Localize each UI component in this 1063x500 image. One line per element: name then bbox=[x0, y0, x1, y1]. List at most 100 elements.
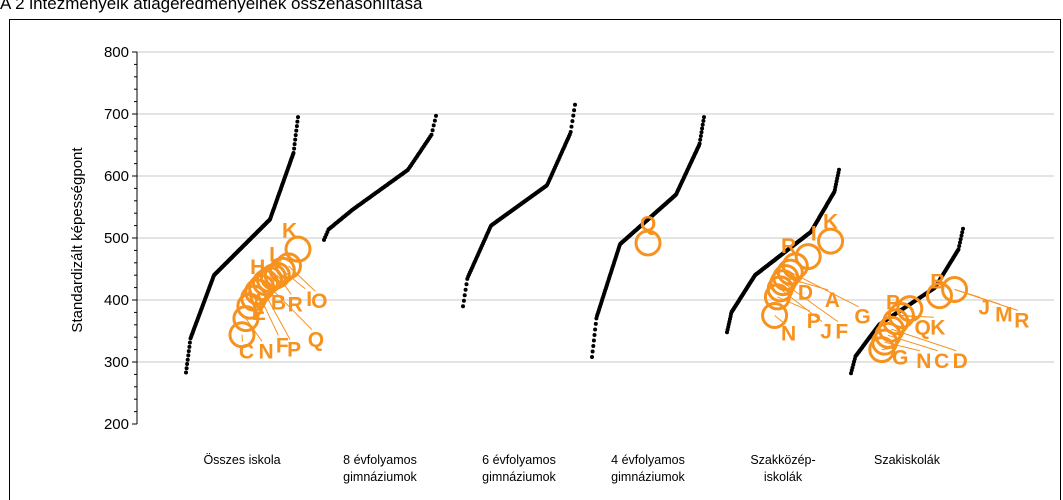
highlight-label: P bbox=[807, 310, 821, 333]
data-point bbox=[573, 102, 577, 107]
data-point bbox=[958, 237, 963, 242]
highlight-circle bbox=[887, 302, 915, 329]
y-tick-label: 300 bbox=[104, 354, 129, 371]
data-point bbox=[461, 304, 465, 309]
highlight-label: Q bbox=[915, 316, 931, 339]
category-label: gimnáziumok bbox=[611, 470, 685, 484]
data-point bbox=[568, 130, 573, 134]
data-point bbox=[184, 366, 189, 371]
category-label: 8 évfolyamos bbox=[343, 453, 417, 467]
highlight-label: N bbox=[916, 350, 931, 373]
highlight-label: E bbox=[252, 302, 266, 325]
data-point bbox=[431, 123, 436, 128]
category-label: Szakiskolák bbox=[874, 453, 941, 467]
highlight-label: J bbox=[820, 321, 832, 344]
highlight-label: P bbox=[287, 339, 301, 362]
highlight-label: R bbox=[288, 293, 303, 316]
category-label: 4 évfolyamos bbox=[611, 453, 685, 467]
data-point bbox=[291, 151, 296, 155]
highlight-label: K bbox=[930, 316, 945, 339]
data-point bbox=[700, 126, 705, 131]
data-point bbox=[960, 230, 965, 235]
y-tick-label: 500 bbox=[104, 230, 129, 247]
data-point bbox=[294, 128, 299, 133]
highlight-circles bbox=[228, 227, 969, 364]
highlight-circle bbox=[634, 229, 662, 257]
highlight-label: O bbox=[311, 290, 327, 313]
highlight-label: D bbox=[953, 350, 968, 373]
data-point bbox=[957, 244, 962, 248]
data-point bbox=[571, 113, 576, 118]
category-label: 6 évfolyamos bbox=[482, 453, 556, 467]
data-point bbox=[702, 115, 706, 120]
data-point bbox=[697, 141, 702, 146]
highlight-label: I bbox=[811, 223, 817, 246]
highlight-label: B bbox=[271, 291, 286, 314]
category-label: gimnáziumok bbox=[343, 470, 417, 484]
data-point bbox=[463, 287, 468, 292]
highlight-label: R bbox=[781, 235, 796, 258]
data-point bbox=[186, 349, 191, 354]
category-label: iskolák bbox=[764, 470, 803, 484]
page-title: A 2 intézményeik átlageredményeinek össz… bbox=[0, 0, 423, 13]
data-point bbox=[294, 124, 299, 129]
data-point bbox=[461, 298, 466, 303]
data-point bbox=[185, 362, 190, 366]
data-point bbox=[698, 137, 703, 142]
grid-lines bbox=[137, 51, 1054, 363]
highlight-label: K bbox=[282, 220, 297, 243]
data-point bbox=[293, 137, 298, 142]
data-point bbox=[185, 357, 190, 362]
data-point bbox=[295, 119, 300, 124]
y-tick-label: 400 bbox=[104, 292, 129, 309]
data-point bbox=[959, 233, 964, 238]
highlight-label: L bbox=[269, 244, 282, 267]
y-tick-label: 600 bbox=[104, 168, 129, 185]
data-point bbox=[956, 247, 961, 252]
highlight-label: V bbox=[247, 288, 261, 311]
highlight-label: G bbox=[892, 347, 908, 370]
category-label: Összes iskola bbox=[203, 453, 280, 467]
data-point bbox=[462, 293, 467, 298]
category-labels: Összes iskola 8 évfolyamos gimnáziumok 6 év… bbox=[203, 453, 940, 484]
highlight-label: M bbox=[995, 303, 1013, 326]
highlight-label: H bbox=[250, 256, 265, 279]
data-point bbox=[961, 226, 965, 231]
highlight-circle bbox=[268, 256, 296, 284]
data-point bbox=[698, 134, 703, 138]
highlight-circle bbox=[925, 282, 953, 310]
category-label: Szakközép- bbox=[750, 453, 815, 467]
highlight-label: C bbox=[934, 350, 949, 373]
y-tick-label: 200 bbox=[104, 416, 129, 433]
highlight-label: N bbox=[781, 322, 796, 345]
data-point bbox=[293, 133, 298, 138]
y-axis-title: Standardizált képességpont bbox=[69, 147, 86, 333]
data-point bbox=[570, 119, 575, 124]
data-point bbox=[700, 122, 705, 127]
data-point bbox=[429, 132, 434, 137]
highlight-label: N bbox=[258, 340, 273, 363]
data-point bbox=[593, 321, 598, 326]
highlight-circle bbox=[817, 227, 845, 255]
data-point bbox=[184, 370, 188, 375]
highlight-label: A bbox=[825, 289, 840, 312]
data-point bbox=[186, 353, 191, 358]
y-axis: 200 300 400 500 600 700 800 bbox=[104, 44, 138, 433]
data-point bbox=[592, 333, 597, 337]
data-point bbox=[187, 340, 192, 345]
highlight-circle bbox=[794, 243, 822, 271]
highlight-label: Q bbox=[308, 329, 324, 352]
data-point bbox=[701, 118, 706, 123]
highlight-circle bbox=[228, 321, 256, 349]
highlight-circle bbox=[896, 295, 924, 323]
data-point bbox=[434, 113, 438, 118]
highlight-label: K bbox=[823, 210, 838, 233]
highlight-label: F bbox=[835, 321, 848, 344]
data-point bbox=[432, 118, 437, 123]
data-point bbox=[590, 349, 595, 354]
highlight-label: F bbox=[276, 334, 289, 357]
highlight-label: J bbox=[978, 296, 990, 319]
